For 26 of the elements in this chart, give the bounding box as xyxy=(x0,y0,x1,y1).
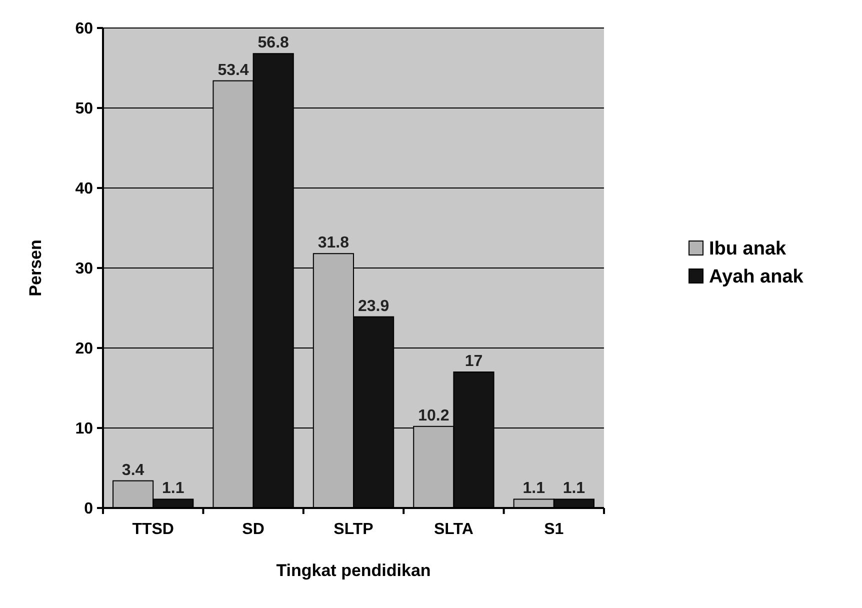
x-tick-label: S1 xyxy=(544,521,564,538)
data-label: 3.4 xyxy=(122,462,144,479)
y-tick-label: 30 xyxy=(75,260,94,278)
x-tick-label: SLTA xyxy=(434,521,474,538)
x-tick-label: SD xyxy=(242,521,264,538)
y-tick-label: 50 xyxy=(75,100,94,118)
x-axis-title: Tingkat pendidikan xyxy=(276,561,431,580)
data-label: 56.8 xyxy=(258,34,290,52)
data-label: 31.8 xyxy=(318,234,350,252)
data-label: 17 xyxy=(464,353,483,370)
y-tick-label: 10 xyxy=(75,420,94,438)
data-label: 10.2 xyxy=(418,407,450,424)
x-tick-label: SLTP xyxy=(334,521,374,538)
data-label: 23.9 xyxy=(358,298,390,315)
y-tick-label: 60 xyxy=(75,20,94,38)
legend-label: Ibu anak xyxy=(709,238,787,260)
y-tick-label: 20 xyxy=(75,340,94,358)
x-tick-label: TTSD xyxy=(132,521,174,538)
y-tick-label: 0 xyxy=(84,500,94,518)
y-axis-title: Persen xyxy=(26,240,45,296)
data-label: 1.1 xyxy=(162,480,184,498)
data-label: 53.4 xyxy=(218,62,249,79)
data-label: 1.1 xyxy=(562,480,586,498)
legend-label: Ayah anak xyxy=(709,266,804,288)
data-label: 1.1 xyxy=(522,480,546,498)
y-tick-label: 40 xyxy=(75,180,94,198)
